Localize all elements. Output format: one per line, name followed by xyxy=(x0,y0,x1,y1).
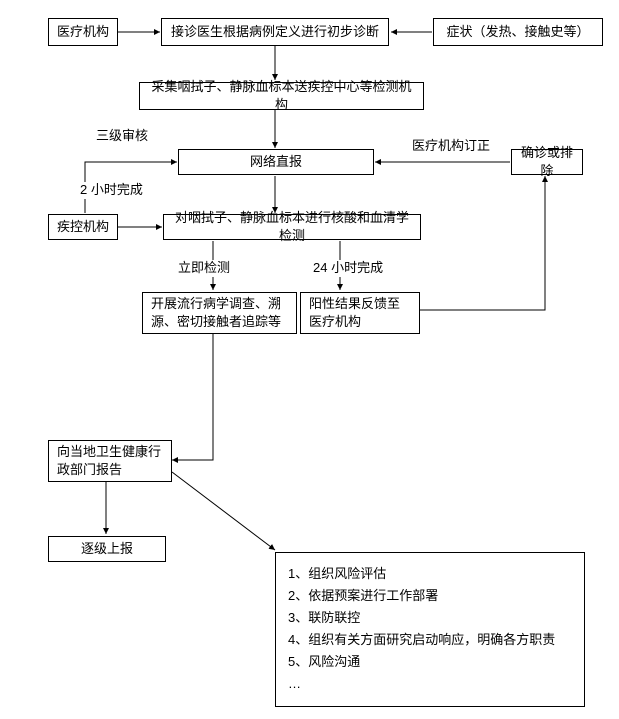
list-item: 3、联防联控 xyxy=(288,607,572,629)
label-institution-correction: 医疗机构订正 xyxy=(412,138,490,155)
node-initial-diagnosis: 接诊医生根据病例定义进行初步诊断 xyxy=(161,18,389,46)
list-item: 2、依据预案进行工作部署 xyxy=(288,585,572,607)
node-symptoms: 症状（发热、接触史等） xyxy=(433,18,603,46)
node-text: 逐级上报 xyxy=(81,540,133,558)
node-action-list: 1、组织风险评估 2、依据预案进行工作部署 3、联防联控 4、组织有关方面研究启… xyxy=(275,552,585,707)
node-network-report: 网络直报 xyxy=(178,149,374,175)
node-confirm-exclude: 确诊或排除 xyxy=(511,149,583,175)
label-immediate-test: 立即检测 xyxy=(178,260,230,277)
node-escalate-report: 逐级上报 xyxy=(48,536,166,562)
node-text: 疾控机构 xyxy=(57,218,109,236)
node-positive-feedback: 阳性结果反馈至医疗机构 xyxy=(300,292,420,334)
list-item: 1、组织风险评估 xyxy=(288,563,572,585)
node-text: 对咽拭子、静脉血标本进行核酸和血清学检测 xyxy=(172,209,412,245)
node-text: 向当地卫生健康行政部门报告 xyxy=(57,443,163,479)
node-cdc: 疾控机构 xyxy=(48,214,118,240)
node-text: 采集咽拭子、静脉血标本送疾控中心等检测机构 xyxy=(148,78,415,114)
node-text: 网络直报 xyxy=(250,153,302,171)
list-item: … xyxy=(288,673,572,695)
label-24hr: 24 小时完成 xyxy=(313,260,383,277)
node-medical-institution: 医疗机构 xyxy=(48,18,118,46)
node-report-authority: 向当地卫生健康行政部门报告 xyxy=(48,440,172,482)
node-text: 开展流行病学调查、溯源、密切接触者追踪等 xyxy=(151,295,288,331)
label-2hr: 2 小时完成 xyxy=(80,182,143,199)
label-three-level-review: 三级审核 xyxy=(96,128,148,145)
node-text: 阳性结果反馈至医疗机构 xyxy=(309,295,411,331)
list-item: 4、组织有关方面研究启动响应，明确各方职责 xyxy=(288,629,572,651)
node-text: 症状（发热、接触史等） xyxy=(446,23,589,41)
node-text: 医疗机构 xyxy=(57,23,109,41)
list-item: 5、风险沟通 xyxy=(288,651,572,673)
node-testing: 对咽拭子、静脉血标本进行核酸和血清学检测 xyxy=(163,214,421,240)
node-sample-collection: 采集咽拭子、静脉血标本送疾控中心等检测机构 xyxy=(139,82,424,110)
node-epidemiology: 开展流行病学调查、溯源、密切接触者追踪等 xyxy=(142,292,297,334)
node-text: 确诊或排除 xyxy=(520,144,574,180)
node-text: 接诊医生根据病例定义进行初步诊断 xyxy=(171,23,379,41)
